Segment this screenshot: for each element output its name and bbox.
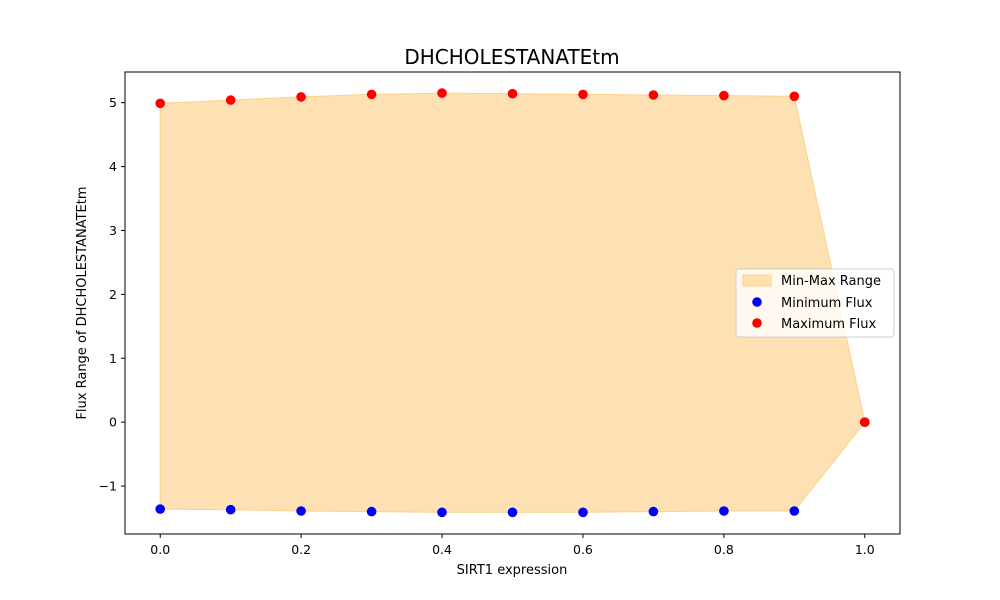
x-axis: 0.0 0.2 0.4 0.6 0.8 1.0	[150, 534, 875, 557]
legend-label-range: Min-Max Range	[781, 274, 881, 289]
y-axis-label: Flux Range of DHCHOLESTANATEtm	[75, 186, 90, 419]
y-tick-label: 1	[109, 351, 117, 366]
x-tick-label: 0.8	[714, 542, 734, 557]
y-tick-label: 2	[109, 287, 117, 302]
maximum-flux-point-7	[648, 90, 659, 100]
minimum-flux-point-3	[366, 506, 377, 517]
minimum-flux-point-9	[789, 506, 800, 516]
x-tick-label: 1.0	[855, 542, 875, 557]
minimum-flux-point-0	[155, 504, 165, 514]
legend-swatch-range	[742, 274, 772, 287]
maximum-flux-point-8	[719, 90, 729, 101]
plot-frame	[124, 71, 901, 535]
x-tick-label: 0.2	[291, 542, 311, 557]
x-axis-label: SIRT1 expression	[457, 563, 568, 578]
y-tick-label: −1	[99, 479, 117, 494]
minimum-flux-point-7	[648, 506, 659, 517]
maximum-flux-point-5	[507, 88, 518, 99]
plot-area	[124, 71, 901, 535]
legend-label-max: Maximum Flux	[781, 317, 877, 332]
minimum-flux-point-5	[507, 507, 518, 518]
chart-title: DHCHOLESTANATEtm	[404, 45, 619, 69]
minimum-flux-point-8	[719, 506, 729, 516]
minimum-flux-series	[155, 417, 870, 518]
legend: Min-Max Range Minimum Flux Maximum Flux	[735, 268, 895, 338]
minimum-flux-point-4	[437, 507, 447, 518]
minimum-flux-point-1	[225, 504, 236, 515]
maximum-flux-point-1	[225, 95, 236, 105]
maximum-flux-point-2	[296, 92, 306, 102]
maximum-flux-series	[155, 88, 870, 428]
min-max-range-area	[159, 92, 866, 513]
x-tick-label: 0.4	[432, 542, 452, 557]
maximum-flux-point-10	[860, 417, 870, 428]
y-tick-label: 5	[109, 95, 117, 110]
legend-box	[735, 268, 895, 338]
legend-label-min: Minimum Flux	[781, 296, 873, 311]
maximum-flux-point-3	[366, 89, 377, 100]
maximum-flux-point-6	[578, 89, 588, 100]
x-tick-label: 0.0	[150, 542, 170, 557]
minimum-flux-point-6	[578, 507, 588, 518]
minimum-flux-point-2	[296, 506, 306, 516]
x-tick-label: 0.6	[573, 542, 593, 557]
maximum-flux-point-0	[155, 98, 165, 109]
maximum-flux-point-9	[789, 91, 800, 102]
maximum-flux-point-4	[437, 88, 447, 98]
y-tick-label: 3	[109, 223, 117, 238]
legend-marker-min	[752, 297, 762, 307]
y-axis: −1 0 1 2 3 4 5	[99, 95, 125, 494]
legend-marker-max	[752, 318, 762, 328]
y-tick-label: 4	[109, 159, 117, 174]
y-tick-label: 0	[109, 415, 117, 430]
